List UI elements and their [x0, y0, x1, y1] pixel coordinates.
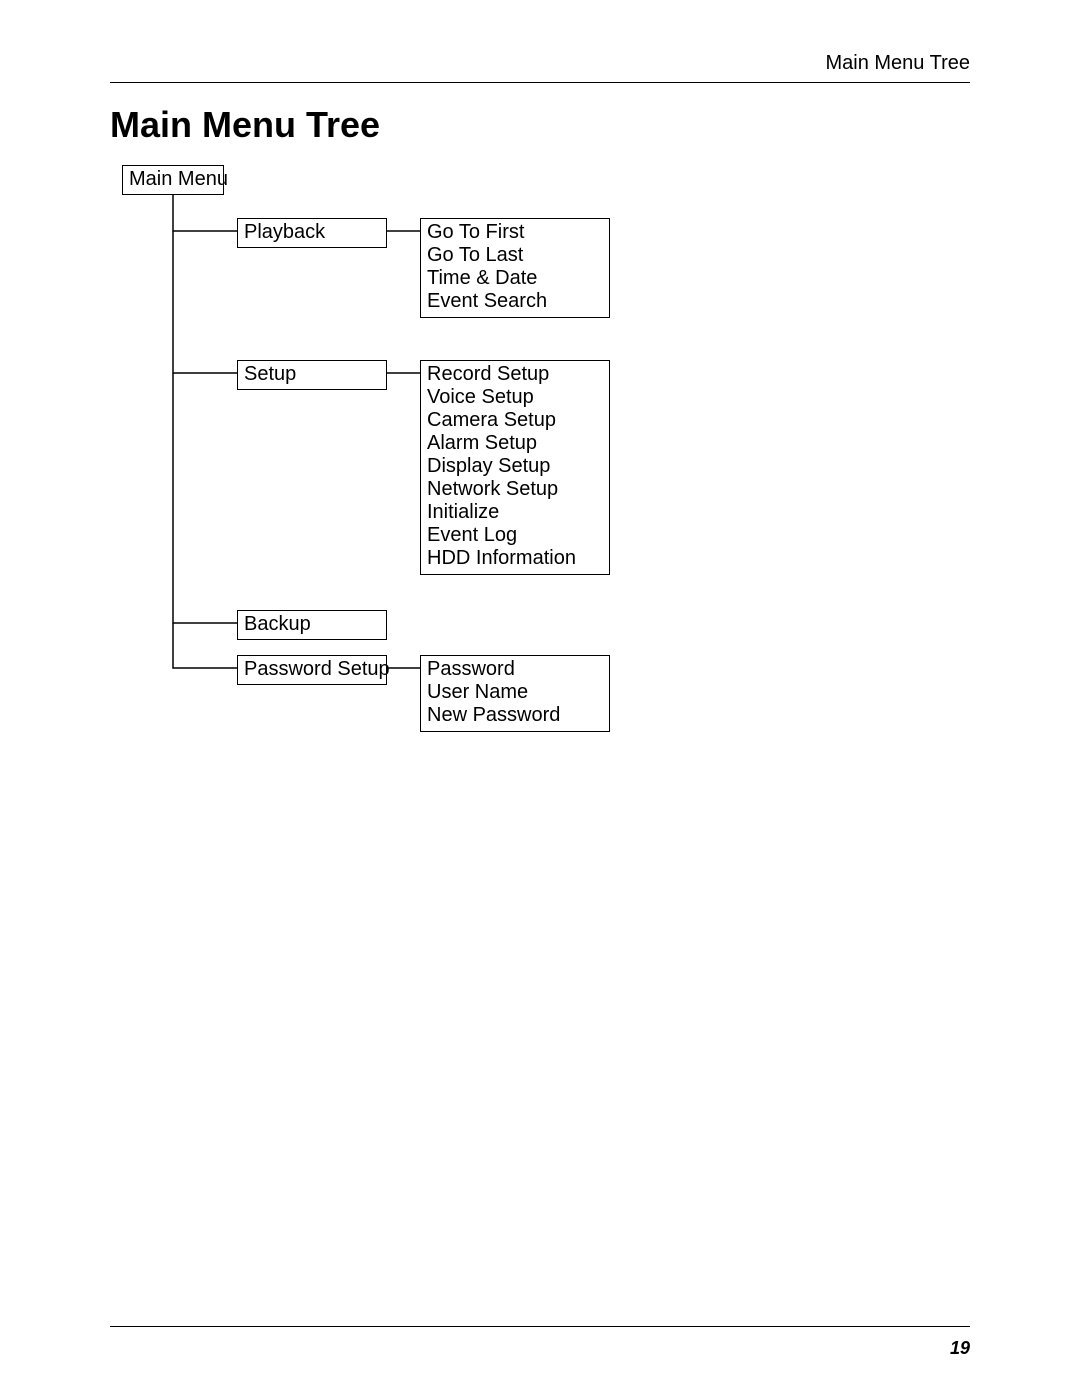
tree-node-line: HDD Information [427, 547, 603, 570]
tree-node-line: Backup [244, 613, 380, 636]
page-title: Main Menu Tree [110, 104, 380, 146]
tree-node-pwsetup: Password Setup [237, 655, 387, 685]
tree-node-line: New Password [427, 704, 603, 727]
tree-node-line: Event Search [427, 290, 603, 313]
tree-node-root: Main Menu [122, 165, 224, 195]
tree-node-setup_c: Record SetupVoice SetupCamera SetupAlarm… [420, 360, 610, 575]
tree-node-line: Password Setup [244, 658, 380, 681]
tree-node-line: Go To First [427, 221, 603, 244]
tree-node-line: Record Setup [427, 363, 603, 386]
menu-tree-diagram: Main Menu Playback Go To FirstGo To LastTi… [110, 165, 970, 865]
tree-node-line: Time & Date [427, 267, 603, 290]
tree-edge [173, 231, 237, 373]
header-rule [110, 82, 970, 83]
tree-edge [173, 623, 237, 668]
tree-node-line: Playback [244, 221, 380, 244]
tree-node-line: Initialize [427, 501, 603, 524]
tree-node-pwsetup_c: PasswordUser NameNew Password [420, 655, 610, 732]
tree-node-playback: Playback [237, 218, 387, 248]
tree-edge [173, 373, 237, 623]
tree-node-line: Setup [244, 363, 380, 386]
tree-node-line: Network Setup [427, 478, 603, 501]
tree-node-line: Alarm Setup [427, 432, 603, 455]
page: Main Menu Tree Main Menu Tree Main Menu P… [0, 0, 1080, 1397]
tree-node-playback_c: Go To FirstGo To LastTime & DateEvent Se… [420, 218, 610, 318]
tree-node-line: User Name [427, 681, 603, 704]
tree-node-line: Main Menu [129, 168, 217, 191]
footer-rule [110, 1326, 970, 1327]
header-section-label: Main Menu Tree [825, 52, 970, 75]
tree-node-line: Voice Setup [427, 386, 603, 409]
tree-edge [173, 192, 237, 231]
tree-node-setup: Setup [237, 360, 387, 390]
tree-node-line: Camera Setup [427, 409, 603, 432]
page-number: 19 [950, 1338, 970, 1359]
tree-node-line: Go To Last [427, 244, 603, 267]
tree-node-backup: Backup [237, 610, 387, 640]
tree-node-line: Password [427, 658, 603, 681]
tree-node-line: Event Log [427, 524, 603, 547]
tree-node-line: Display Setup [427, 455, 603, 478]
